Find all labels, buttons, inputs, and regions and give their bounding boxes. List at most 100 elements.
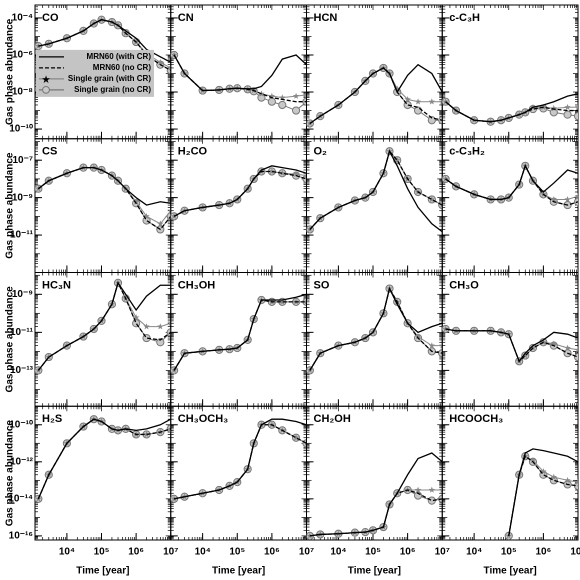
marker-star	[393, 156, 401, 163]
y-tick-label: 10⁻¹³	[10, 365, 34, 376]
series-line	[38, 19, 171, 63]
plot-area	[170, 293, 307, 375]
series-line	[309, 286, 443, 371]
x-tick-label: 10⁴	[466, 547, 482, 558]
marker-circle	[427, 116, 436, 125]
x-tick-label: 10⁶	[536, 547, 552, 558]
marker-star	[574, 478, 578, 485]
series-line	[309, 286, 443, 371]
y-tick-label: 10⁻⁹	[12, 192, 33, 203]
marker-star	[167, 425, 171, 432]
marker-star	[303, 298, 307, 305]
panel: HCN	[306, 4, 443, 140]
series-line	[37, 281, 171, 371]
series-line	[173, 293, 307, 371]
y-tick-label: 10⁻¹⁰	[9, 419, 33, 430]
x-tick-label: 10⁷	[163, 547, 178, 558]
x-tick-label: 10⁶	[264, 547, 280, 558]
marker-star	[550, 196, 558, 203]
marker-star	[574, 346, 578, 353]
marker-star	[564, 476, 571, 484]
plot-frame	[306, 405, 443, 541]
marker-star	[157, 220, 164, 227]
marker-star	[279, 169, 286, 177]
panel-title: CO	[42, 12, 59, 24]
marker-star	[157, 58, 164, 66]
marker-star	[550, 105, 558, 112]
series-line	[309, 63, 443, 125]
panel: 10⁻⁷ 10⁻⁹ 10⁻¹¹ CS Gas phase abundance	[5, 138, 172, 273]
plot-area	[504, 448, 578, 540]
marker-star	[279, 94, 286, 101]
series-line	[37, 281, 171, 371]
plot-area	[170, 50, 307, 115]
marker-star	[167, 64, 171, 71]
panel-title: HCOOCH₃	[449, 413, 503, 425]
panel-title: H₂CO	[178, 146, 208, 158]
panel-title: HC₃N	[42, 279, 71, 291]
panel: CN	[170, 4, 307, 140]
marker-circle	[278, 100, 287, 110]
plot-frame	[170, 4, 307, 140]
panel: 10⁻⁴ 10⁻⁶ 10⁻⁸ 10⁻¹⁰ CO Gas phase abundance MR…	[5, 4, 172, 140]
legend-label: Single grain (no CR)	[74, 85, 151, 94]
marker-star	[428, 98, 436, 105]
series-line	[37, 167, 171, 206]
marker-star	[292, 434, 300, 441]
y-tick-label: 10⁻⁶	[12, 50, 33, 61]
marker-circle	[573, 352, 578, 362]
x-tick-label: 10⁷	[299, 547, 314, 558]
marker-star	[529, 456, 537, 464]
series-line	[309, 452, 443, 537]
marker-star	[303, 172, 307, 179]
marker-star	[393, 85, 401, 92]
panel: c-C₃H	[441, 4, 579, 140]
series-line	[445, 328, 578, 363]
marker-star	[442, 175, 449, 182]
marker-star	[442, 98, 449, 105]
marker-star	[522, 352, 529, 359]
series-line	[173, 54, 307, 103]
plot-area	[306, 63, 443, 128]
series-line	[173, 299, 307, 371]
series-line	[445, 93, 578, 123]
plot-frame	[441, 138, 579, 273]
plot-area	[306, 284, 443, 375]
panel: 10⁴ 10⁵ 10⁶ 10⁷ CH₃OCH₃ Time [year]	[170, 405, 314, 577]
marker-star	[143, 212, 150, 220]
plot-frame	[170, 272, 307, 407]
marker-star	[564, 344, 571, 351]
x-tick-label: 10⁴	[59, 547, 75, 558]
marker-star	[132, 314, 140, 321]
marker-star	[550, 340, 558, 347]
series-line	[174, 424, 307, 500]
series-line	[174, 424, 307, 500]
legend-label: Single grain (with CR)	[68, 74, 151, 83]
plot-frame	[170, 138, 307, 273]
panel: 10⁻⁹ 10⁻¹¹ 10⁻¹³ HC₃N Gas phase abundance	[5, 272, 172, 407]
marker-star	[439, 98, 443, 105]
marker-star	[292, 92, 300, 99]
plot-frame	[34, 405, 172, 541]
marker-circle	[413, 106, 423, 115]
marker-star	[414, 486, 422, 493]
series-line	[173, 418, 307, 500]
x-tick-label: 10⁵	[229, 547, 245, 558]
x-tick-label: 10⁵	[501, 547, 517, 558]
legend-label: MRN60 (with CR)	[87, 52, 152, 61]
marker-star	[540, 468, 547, 475]
series-line	[309, 67, 443, 125]
series-line	[508, 455, 578, 536]
marker-star	[564, 103, 571, 111]
panel: CH₃O	[441, 272, 579, 407]
series-line	[309, 67, 443, 124]
marker-star	[167, 319, 171, 327]
plot-area	[170, 418, 307, 503]
x-axis-label: Time [year]	[484, 566, 537, 577]
panel-title: CN	[178, 12, 194, 24]
panel-title: O₂	[314, 146, 328, 158]
y-axis-label: Gas phase abundance	[5, 152, 16, 259]
y-tick-label: 10⁻¹²	[10, 456, 34, 467]
marker-star	[404, 96, 411, 103]
y-tick-label: 10⁻¹⁰	[9, 124, 33, 135]
